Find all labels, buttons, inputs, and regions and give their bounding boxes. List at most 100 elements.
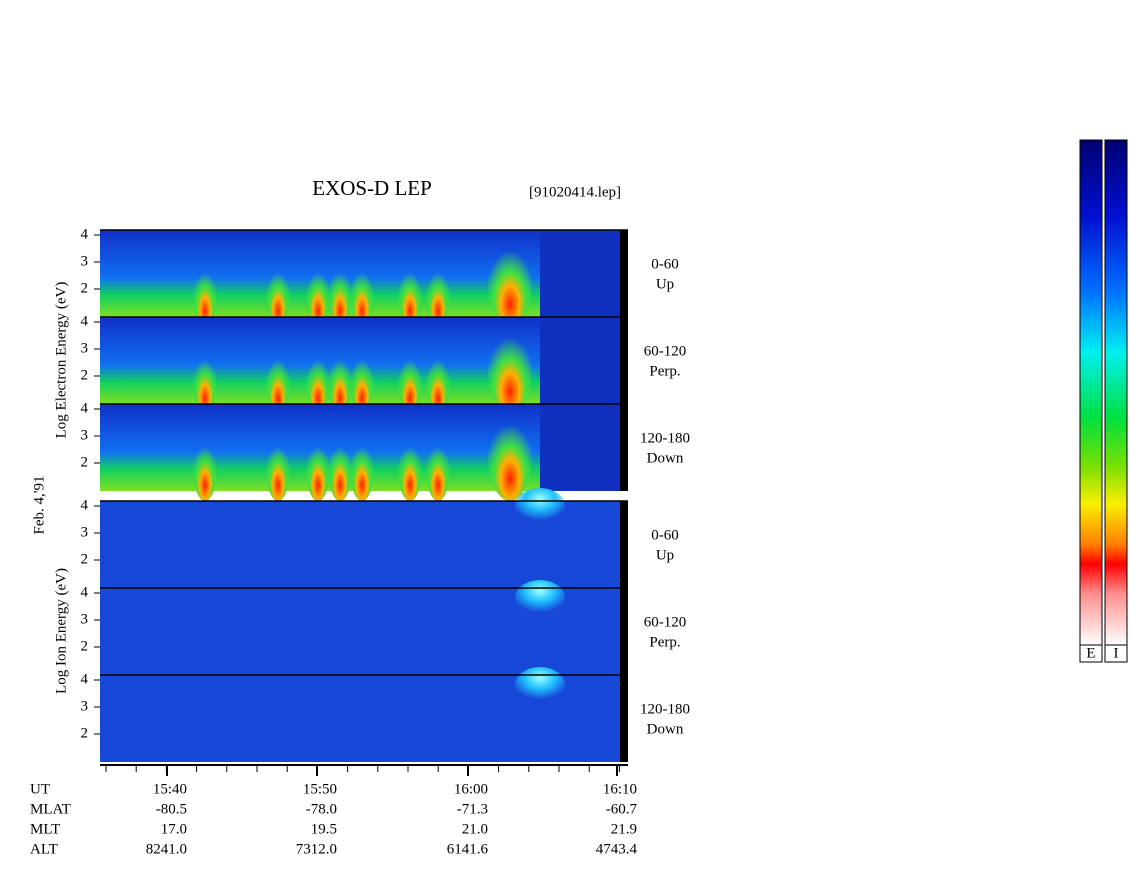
burst (266, 437, 290, 501)
y-tick-label: 3 (81, 524, 89, 540)
row-value: 17.0 (161, 821, 187, 837)
angle-label: 60-120 (644, 614, 687, 630)
burst (350, 437, 374, 501)
direction-label: Perp. (649, 363, 680, 379)
row-value: 19.5 (311, 821, 337, 837)
burst (306, 437, 330, 501)
angle-label: 60-120 (644, 343, 687, 359)
burst (266, 263, 290, 327)
angle-label: 0-60 (651, 256, 679, 272)
direction-label: Perp. (649, 634, 680, 650)
row-value: -71.3 (457, 801, 488, 817)
y-tick-label: 3 (81, 698, 89, 714)
burst (266, 350, 290, 414)
data-gap (620, 404, 628, 491)
colorbar-label-box (1104, 644, 1128, 663)
row-value: 8241.0 (146, 841, 187, 857)
colorbar-label: E (1086, 645, 1095, 661)
plots: Log Electron Energy (eV) 2 3 4 0-60 Up 2 3 4 60-1… (53, 226, 690, 762)
row-value: 15:40 (153, 781, 187, 797)
row-value: 4743.4 (596, 841, 638, 857)
row-label: MLT (30, 821, 60, 837)
file-name: [91020414.lep] (529, 184, 621, 200)
row-label: ALT (30, 841, 58, 857)
data-gap (620, 675, 628, 762)
row-value: 21.0 (462, 821, 488, 837)
quiet-region (540, 404, 620, 491)
row-value: -80.5 (156, 801, 187, 817)
ion-feature (515, 580, 565, 616)
date: Feb. 4,'91 (31, 476, 47, 535)
row-value: 16:00 (454, 781, 488, 797)
y-tick-label: 2 (81, 280, 89, 296)
quiet-region (540, 230, 620, 317)
y-tick-label: 2 (81, 551, 89, 567)
row-value: -60.7 (606, 801, 638, 817)
row-value: 21.9 (611, 821, 637, 837)
burst (328, 350, 352, 414)
burst (426, 263, 450, 327)
burst (328, 263, 352, 327)
data-gap (620, 317, 628, 404)
time-axis-ticks (105, 765, 620, 776)
y-tick-label: 4 (81, 226, 89, 242)
y-tick-label: 4 (81, 584, 89, 600)
burst (488, 411, 532, 501)
angle-label: 120-180 (640, 430, 690, 446)
burst (398, 350, 422, 414)
row-label: UT (30, 781, 50, 797)
y-tick-label: 2 (81, 454, 89, 470)
angle-label: 0-60 (651, 527, 679, 543)
burst (426, 350, 450, 414)
angle-label: 120-180 (640, 701, 690, 717)
y-tick-label: 3 (81, 611, 89, 627)
row-value: 7312.0 (296, 841, 337, 857)
row-value: 15:50 (303, 781, 337, 797)
burst (350, 263, 374, 327)
burst (350, 350, 374, 414)
row-value: 6141.6 (447, 841, 489, 857)
row-value: 16:10 (603, 781, 637, 797)
y-tick-label: 3 (81, 340, 89, 356)
y-tick-label: 3 (81, 427, 89, 443)
ion-feature (515, 667, 565, 703)
y-tick-label: 2 (81, 367, 89, 383)
direction-label: Down (647, 450, 684, 466)
orbit-table: UT 15:40 15:50 16:00 16:10 MLAT -80.5 -78.0 -71.… (30, 781, 638, 857)
colorbar (1104, 139, 1128, 646)
data-gap (620, 501, 628, 588)
data-gap (620, 230, 628, 317)
row-label: MLAT (30, 801, 71, 817)
burst (306, 350, 330, 414)
quiet-region (540, 317, 620, 404)
burst (398, 437, 422, 501)
direction-label: Down (647, 721, 684, 737)
colorbar-label-box (1079, 644, 1103, 663)
burst (488, 324, 532, 414)
burst (193, 437, 217, 501)
data-gap (620, 588, 628, 675)
burst (193, 263, 217, 327)
burst (426, 437, 450, 501)
title: EXOS-D LEP (312, 176, 432, 200)
y-tick-label: 4 (81, 671, 89, 687)
colorbar-label: I (1114, 645, 1119, 661)
y-tick-label: 2 (81, 725, 89, 741)
burst (328, 437, 352, 501)
ion-feature (515, 488, 565, 524)
row-value: -78.0 (306, 801, 337, 817)
y-tick-label: 4 (81, 400, 89, 416)
direction-label: Up (656, 547, 674, 563)
y-tick-label: 4 (81, 313, 89, 329)
burst (193, 350, 217, 414)
direction-label: Up (656, 276, 674, 292)
y-tick-label: 4 (81, 497, 89, 513)
colorbar (1079, 139, 1103, 646)
burst (306, 263, 330, 327)
y-axis-label: Log Electron Energy (eV) (53, 282, 69, 439)
y-tick-label: 3 (81, 253, 89, 269)
burst (488, 237, 532, 327)
